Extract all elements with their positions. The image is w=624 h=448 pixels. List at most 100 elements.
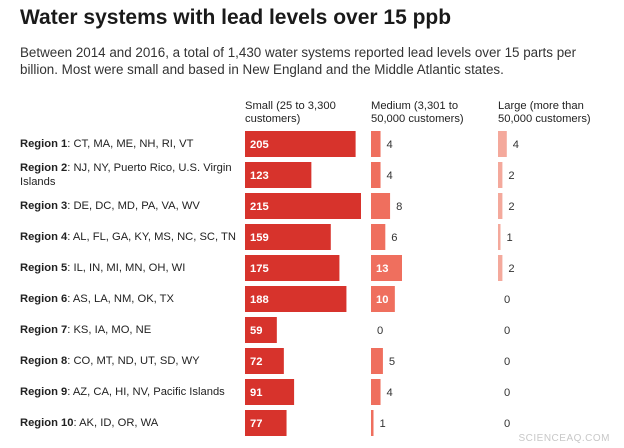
region-states: : CO, MT, ND, UT, SD, WY — [67, 355, 200, 367]
large-value-label: 0 — [504, 325, 510, 337]
medium-bar — [371, 193, 391, 219]
chart-title: Water systems with lead levels over 15 p… — [20, 6, 452, 29]
large-value-label: 2 — [508, 263, 514, 275]
region-label: Region 3: DE, DC, MD, PA, VA, WV — [20, 193, 238, 219]
small-value-label: 159 — [250, 232, 269, 244]
small-bar — [245, 193, 361, 219]
column-header-medium-line1: Medium (3,301 to — [371, 100, 459, 112]
small-value-label: 123 — [250, 170, 269, 182]
region-label: Region 7: KS, IA, MO, NE — [20, 317, 238, 343]
small-value-label: 72 — [250, 356, 262, 368]
region-states: : CT, MA, ME, NH, RI, VT — [67, 138, 194, 150]
small-value-label: 205 — [250, 139, 269, 151]
region-name: Region 9 — [20, 386, 68, 398]
small-value-label: 175 — [250, 263, 269, 275]
column-header-small-line1: Small (25 to 3,300 — [245, 100, 336, 112]
region-label: Region 10: AK, ID, OR, WA — [20, 410, 238, 436]
medium-bar — [371, 286, 395, 312]
region-label-text: Region 2: NJ, NY, Puerto Rico, U.S. Virg… — [20, 161, 238, 189]
large-bar — [498, 224, 501, 250]
column-header-medium-line2: 50,000 customers) — [371, 113, 464, 125]
region-states: : AK, ID, OR, WA — [73, 417, 159, 429]
region-states: : IL, IN, MI, MN, OH, WI — [67, 262, 186, 274]
small-bar — [245, 379, 295, 405]
region-name: Region 7 — [20, 324, 68, 336]
region-label-text: Region 1: CT, MA, ME, NH, RI, VT — [20, 137, 193, 151]
watermark: SCIENCEAQ.COM — [518, 433, 610, 444]
small-value-label: 77 — [250, 418, 262, 430]
region-label-text: Region 8: CO, MT, ND, UT, SD, WY — [20, 354, 200, 368]
small-bar — [245, 162, 312, 188]
region-states: : DE, DC, MD, PA, VA, WV — [67, 200, 200, 212]
medium-value-label: 13 — [376, 263, 388, 275]
column-header-small: Small (25 to 3,300 customers) — [245, 100, 336, 126]
region-states: : AL, FL, GA, KY, MS, NC, SC, TN — [67, 231, 236, 243]
region-states: : KS, IA, MO, NE — [67, 324, 152, 336]
region-label-text: Region 6: AS, LA, NM, OK, TX — [20, 292, 174, 306]
medium-value-label: 0 — [377, 325, 383, 337]
medium-value-label: 8 — [396, 201, 402, 213]
medium-bar — [371, 255, 402, 281]
medium-bar — [371, 348, 383, 374]
chart-subtitle: Between 2014 and 2016, a total of 1,430 … — [20, 45, 577, 77]
region-name: Region 5 — [20, 262, 68, 274]
region-label-text: Region 5: IL, IN, MI, MN, OH, WI — [20, 261, 185, 275]
small-bar — [245, 410, 287, 436]
region-label: Region 1: CT, MA, ME, NH, RI, VT — [20, 131, 238, 157]
region-name: Region 6 — [20, 293, 68, 305]
region-name: Region 4 — [20, 231, 68, 243]
large-bar — [498, 193, 503, 219]
small-value-label: 59 — [250, 325, 262, 337]
region-name: Region 10 — [20, 417, 74, 429]
medium-value-label: 6 — [391, 232, 397, 244]
column-header-medium: Medium (3,301 to 50,000 customers) — [371, 100, 464, 126]
small-bar — [245, 286, 347, 312]
medium-bar — [371, 379, 381, 405]
large-value-label: 4 — [513, 139, 519, 151]
small-value-label: 188 — [250, 294, 269, 306]
region-label-text: Region 7: KS, IA, MO, NE — [20, 323, 151, 337]
column-header-large: Large (more than 50,000 customers) — [498, 100, 591, 126]
medium-bar — [371, 224, 386, 250]
medium-value-label: 1 — [380, 418, 386, 430]
large-value-label: 0 — [504, 418, 510, 430]
column-header-small-line2: customers) — [245, 113, 301, 125]
large-value-label: 2 — [508, 201, 514, 213]
large-value-label: 1 — [507, 232, 513, 244]
small-value-label: 215 — [250, 201, 269, 213]
medium-value-label: 5 — [389, 356, 395, 368]
region-name: Region 2 — [20, 162, 68, 174]
region-states: : NJ, NY, Puerto Rico, U.S. Virgin Islan… — [20, 162, 232, 188]
medium-bar — [371, 162, 381, 188]
region-states: : AZ, CA, HI, NV, Pacific Islands — [67, 386, 225, 398]
region-name: Region 3 — [20, 200, 68, 212]
region-label: Region 9: AZ, CA, HI, NV, Pacific Island… — [20, 379, 238, 405]
small-bar — [245, 255, 340, 281]
region-label-text: Region 10: AK, ID, OR, WA — [20, 416, 158, 430]
large-value-label: 0 — [504, 387, 510, 399]
small-bar — [245, 224, 331, 250]
region-label: Region 4: AL, FL, GA, KY, MS, NC, SC, TN — [20, 224, 238, 250]
small-value-label: 91 — [250, 387, 262, 399]
region-states: : AS, LA, NM, OK, TX — [67, 293, 174, 305]
region-label-text: Region 9: AZ, CA, HI, NV, Pacific Island… — [20, 385, 225, 399]
medium-value-label: 4 — [387, 139, 393, 151]
region-label: Region 5: IL, IN, MI, MN, OH, WI — [20, 255, 238, 281]
small-bar — [245, 131, 356, 157]
large-bar — [498, 162, 503, 188]
small-bar — [245, 317, 277, 343]
medium-bar — [371, 131, 381, 157]
large-bar — [498, 255, 503, 281]
region-label-text: Region 3: DE, DC, MD, PA, VA, WV — [20, 199, 200, 213]
region-label: Region 2: NJ, NY, Puerto Rico, U.S. Virg… — [20, 162, 238, 188]
large-value-label: 0 — [504, 294, 510, 306]
medium-bar — [371, 410, 374, 436]
large-value-label: 2 — [508, 170, 514, 182]
region-label: Region 8: CO, MT, ND, UT, SD, WY — [20, 348, 238, 374]
medium-value-label: 4 — [387, 387, 393, 399]
region-label: Region 6: AS, LA, NM, OK, TX — [20, 286, 238, 312]
medium-value-label: 4 — [387, 170, 393, 182]
large-value-label: 0 — [504, 356, 510, 368]
large-bar — [498, 131, 507, 157]
